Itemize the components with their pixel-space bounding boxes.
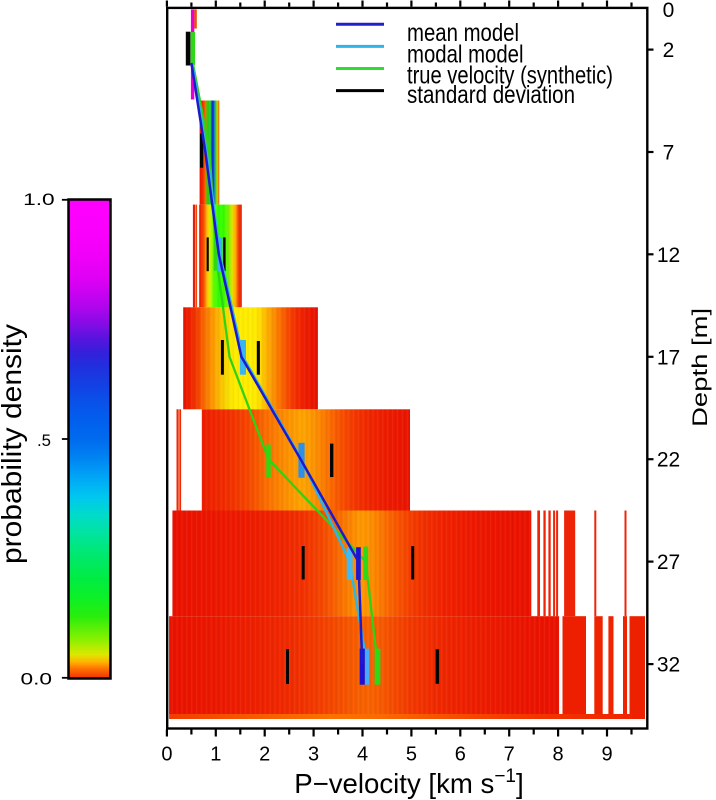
svg-text:7: 7 (504, 743, 515, 765)
svg-text:standard deviation: standard deviation (407, 81, 575, 109)
svg-text:3: 3 (308, 743, 319, 765)
svg-text:P−velocity [km s−1]: P−velocity [km s−1] (294, 766, 524, 799)
svg-text:0: 0 (161, 743, 172, 765)
svg-text:0: 0 (663, 0, 675, 22)
svg-text:5: 5 (406, 743, 417, 765)
svg-text:2: 2 (663, 39, 675, 62)
svg-text:22: 22 (657, 449, 680, 472)
svg-text:Depth [m]: Depth [m] (688, 308, 712, 427)
svg-text:modal model: modal model (407, 40, 524, 68)
svg-text:6: 6 (455, 743, 466, 765)
svg-text:.5: .5 (37, 432, 51, 450)
svg-text:probability density: probability density (0, 324, 27, 564)
svg-text:mean model: mean model (407, 19, 519, 47)
svg-text:0.0: 0.0 (21, 671, 53, 689)
svg-text:true velocity (synthetic): true velocity (synthetic) (407, 62, 613, 90)
svg-text:8: 8 (553, 743, 564, 765)
svg-text:2: 2 (259, 743, 270, 765)
svg-text:12: 12 (657, 244, 680, 267)
svg-text:32: 32 (657, 654, 680, 677)
svg-text:27: 27 (657, 551, 680, 574)
svg-text:9: 9 (601, 743, 612, 765)
svg-text:1: 1 (210, 743, 221, 765)
svg-text:1.0: 1.0 (23, 191, 55, 209)
svg-text:4: 4 (357, 743, 368, 765)
svg-text:7: 7 (663, 142, 675, 165)
svg-text:17: 17 (657, 346, 680, 369)
